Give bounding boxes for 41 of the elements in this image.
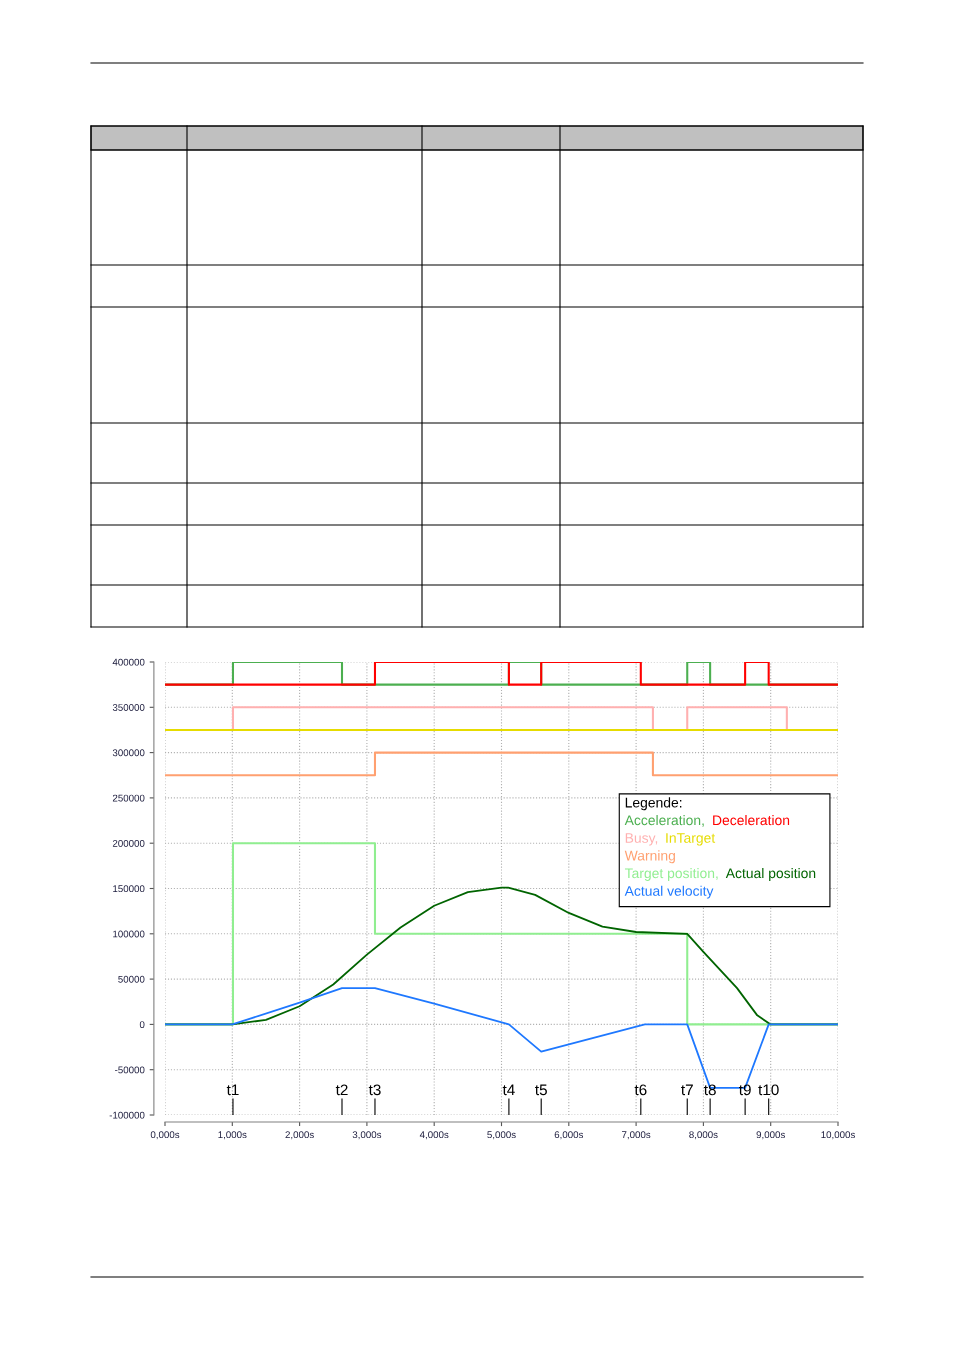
ref-line-label: t3 [368, 1084, 381, 1096]
x-tick-label: 0,000s [150, 1131, 180, 1140]
text: Target position, [624, 867, 718, 881]
text: Acceleration, [624, 814, 704, 827]
text: Actual position [725, 867, 816, 881]
x-tick-label: 4,000s [419, 1131, 449, 1140]
x-tick-label: 5,000s [487, 1131, 516, 1140]
x-tick-label: 3,000s [352, 1131, 382, 1140]
ref-line-label: t7 [681, 1084, 693, 1096]
y-tick-label: 50000 [118, 975, 145, 983]
y-tick-label: -50000 [115, 1066, 145, 1074]
legend-title: Legende: [625, 797, 682, 811]
text: Actual velocity [624, 885, 714, 899]
x-tick-label: 6,000s [554, 1131, 584, 1140]
y-tick-label: 300000 [112, 749, 145, 757]
ref-line-label: t2 [335, 1084, 348, 1096]
x-tick-label: 10,000s [821, 1131, 855, 1140]
text: InTarget [666, 833, 716, 846]
ref-line-label: t9 [738, 1084, 751, 1096]
ref-line-label: t1 [226, 1084, 239, 1096]
text: Warning [624, 850, 675, 864]
ref-line-label: t5 [535, 1084, 547, 1096]
text: Busy, [625, 833, 658, 846]
ref-line-label: t10 [758, 1084, 779, 1096]
text: Deceleration [713, 814, 790, 826]
y-tick-label: 200000 [112, 839, 145, 847]
y-tick-label: 100000 [113, 930, 145, 938]
x-tick-label: 7,000s [622, 1131, 651, 1140]
y-tick-label: -100000 [109, 1111, 145, 1119]
y-tick-label: 250000 [112, 794, 145, 802]
x-tick-label: 9,000s [756, 1131, 785, 1140]
x-tick-label: 2,000s [285, 1131, 314, 1140]
y-tick-label: 350000 [112, 704, 145, 711]
y-tick-label: 150000 [113, 885, 145, 893]
ref-line-label: t4 [502, 1084, 515, 1096]
y-tick-label: 400000 [112, 658, 145, 666]
x-tick-label: 8,000s [689, 1131, 718, 1140]
x-tick-label: 1,000s [218, 1131, 247, 1140]
ref-line-label: t6 [634, 1084, 647, 1096]
y-tick-label: 0 [139, 1021, 145, 1029]
ref-line-label: t8 [703, 1084, 716, 1096]
